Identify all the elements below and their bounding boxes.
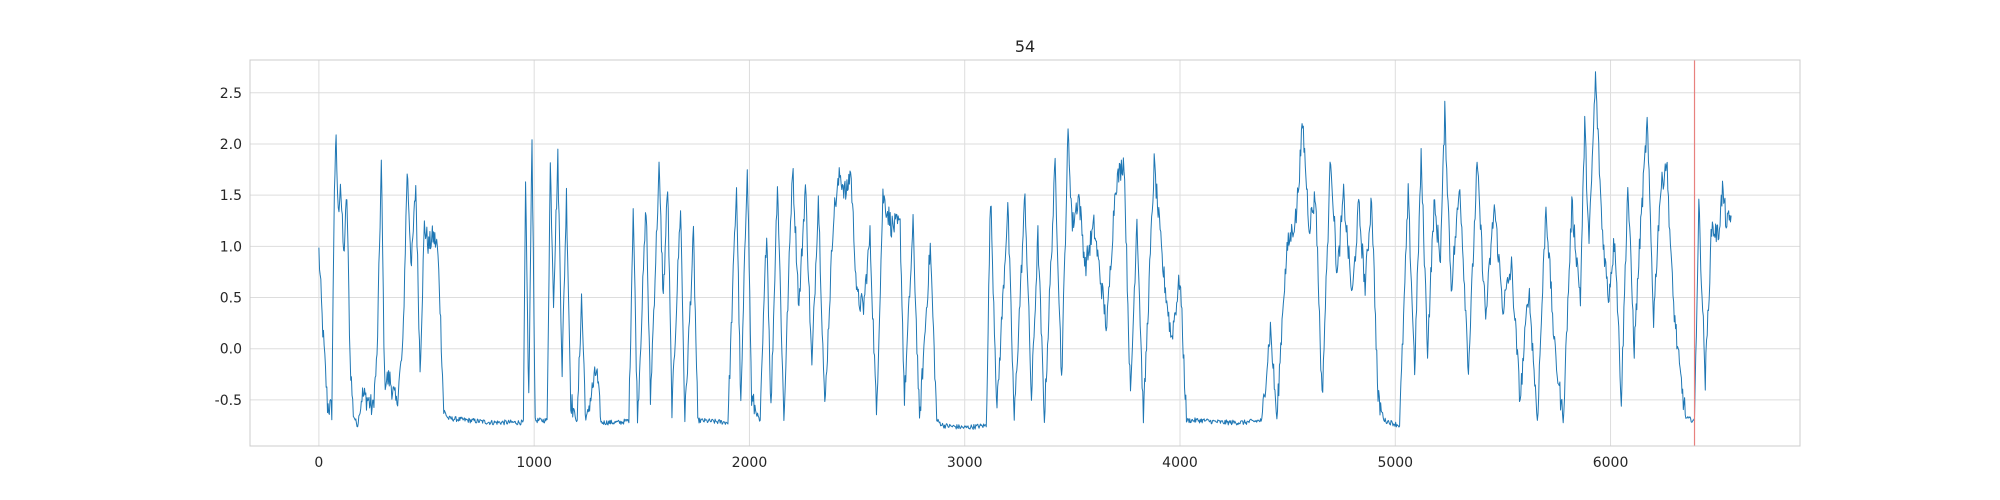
chart-title: 54: [1015, 37, 1035, 56]
x-tick-label: 3000: [947, 455, 983, 471]
y-tick-label: 1.0: [220, 239, 242, 255]
x-tick-label: 0: [314, 455, 323, 471]
y-tick-label: 1.5: [220, 188, 242, 204]
x-axis-ticks: 0 1000 2000 3000 4000 5000 6000: [314, 455, 1628, 471]
x-tick-label: 2000: [732, 455, 768, 471]
y-tick-label: 0.0: [220, 342, 242, 358]
y-axis-ticks: -0.5 0.0 0.5 1.0 1.5 2.0 2.5: [215, 86, 242, 409]
x-tick-label: 4000: [1162, 455, 1198, 471]
y-tick-label: 2.5: [220, 86, 242, 102]
series-line: [318, 71, 1732, 430]
series-layer: [318, 71, 1732, 430]
plot-frame: [249, 59, 1801, 447]
y-gridlines: [250, 92, 1800, 401]
x-tick-label: 6000: [1593, 455, 1629, 471]
y-tick-label: 2.0: [220, 137, 242, 153]
x-tick-label: 1000: [516, 455, 552, 471]
y-tick-label: 0.5: [220, 291, 242, 307]
y-tick-label: -0.5: [215, 393, 242, 409]
x-gridlines: [318, 60, 1612, 446]
x-tick-label: 5000: [1377, 455, 1413, 471]
